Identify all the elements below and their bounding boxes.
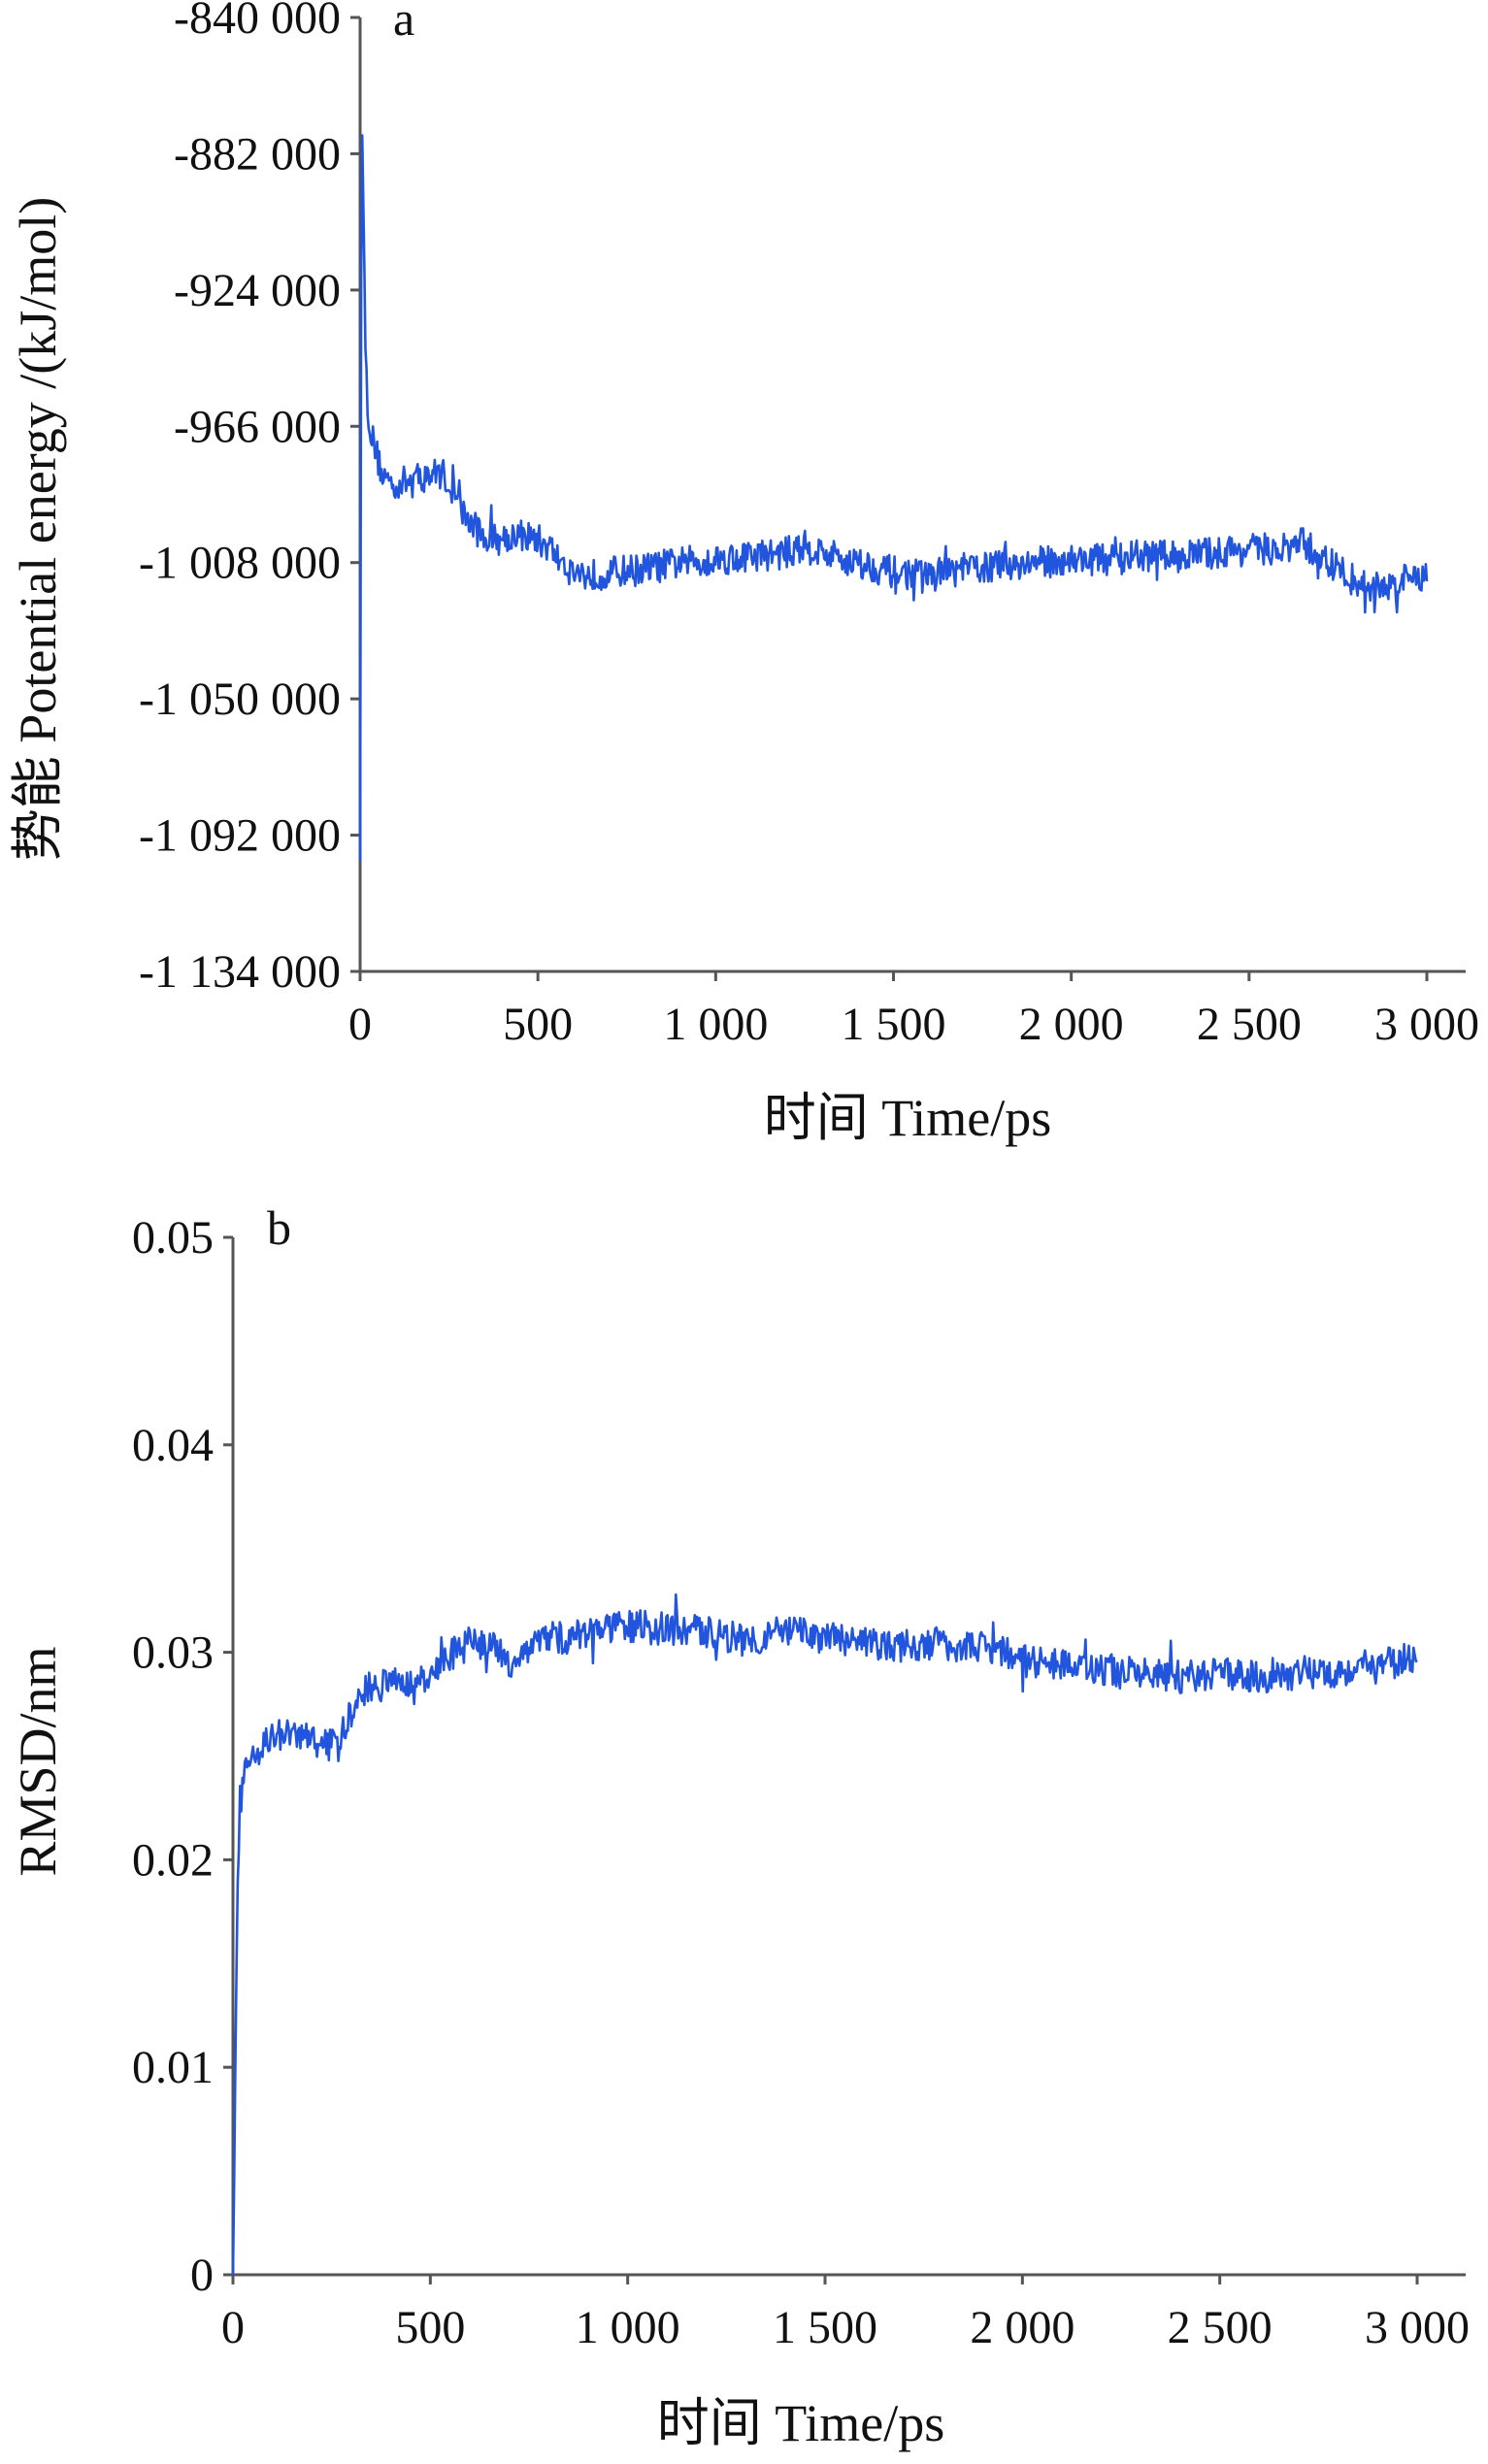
panel-b-y-ticks: 0 0.01 0.02 0.03 0.04 0.05 — [132, 1212, 233, 2301]
panel-a-x-title: 时间 Time/ps — [764, 1089, 1052, 1147]
panel-a-energy-line — [358, 134, 1429, 862]
x-tick-label: 3 000 — [1365, 2302, 1470, 2353]
panel-a-label: a — [393, 0, 414, 46]
x-tick-label: 0 — [348, 999, 372, 1050]
y-tick-label: 0.03 — [132, 1627, 214, 1679]
x-tick-label: 2 000 — [1019, 999, 1124, 1050]
x-tick-label: 1 000 — [663, 999, 768, 1050]
x-tick-label: 3 000 — [1374, 999, 1479, 1050]
y-tick-label: -924 000 — [174, 265, 341, 316]
y-tick-label: -1 008 000 — [139, 538, 341, 589]
panel-b-label: b — [267, 1200, 291, 1255]
panel-b: b 0 0.01 0.02 0.03 0.04 0.05 0 500 1 000 1 500 2 … — [9, 1200, 1470, 2452]
panel-b-x-ticks: 0 500 1 000 1 500 2 000 2 500 3 000 — [221, 2275, 1470, 2353]
x-tick-label: 1 500 — [773, 2302, 877, 2353]
y-tick-label: -1 092 000 — [139, 810, 341, 862]
y-tick-label: 0.02 — [132, 1834, 214, 1886]
y-tick-label: 0 — [190, 2250, 214, 2301]
panel-b-x-title: 时间 Time/ps — [657, 2394, 945, 2452]
y-tick-label: 0.04 — [132, 1420, 214, 1471]
y-tick-label: -882 000 — [174, 128, 341, 180]
panel-a: a -840 000 -882 000 -924 000 -966 000 -1 008… — [9, 0, 1479, 1147]
y-tick-label: -966 000 — [174, 401, 341, 452]
y-tick-label: -840 000 — [174, 0, 341, 44]
x-tick-label: 2 000 — [970, 2302, 1075, 2353]
x-tick-label: 0 — [221, 2302, 245, 2353]
y-tick-label: -1 050 000 — [139, 673, 341, 725]
x-tick-label: 2 500 — [1168, 2302, 1273, 2353]
y-tick-label: -1 134 000 — [139, 946, 341, 998]
panel-b-rmsd-line — [231, 1593, 1418, 2276]
x-tick-label: 500 — [395, 2302, 465, 2353]
x-tick-label: 500 — [503, 999, 573, 1050]
panel-b-y-title: RMSD/nm — [9, 1646, 67, 1876]
y-tick-label: 0.05 — [132, 1212, 214, 1264]
x-tick-label: 2 500 — [1197, 999, 1302, 1050]
panel-a-x-ticks: 0 500 1 000 1 500 2 000 2 500 3 000 — [348, 971, 1479, 1050]
x-tick-label: 1 000 — [576, 2302, 680, 2353]
x-tick-label: 1 500 — [842, 999, 946, 1050]
panel-a-y-ticks: -840 000 -882 000 -924 000 -966 000 -1 008 0… — [139, 0, 360, 998]
panel-a-y-title: 势能 Potential energy /(kJ/mol) — [9, 197, 67, 861]
y-tick-label: 0.01 — [132, 2042, 214, 2093]
